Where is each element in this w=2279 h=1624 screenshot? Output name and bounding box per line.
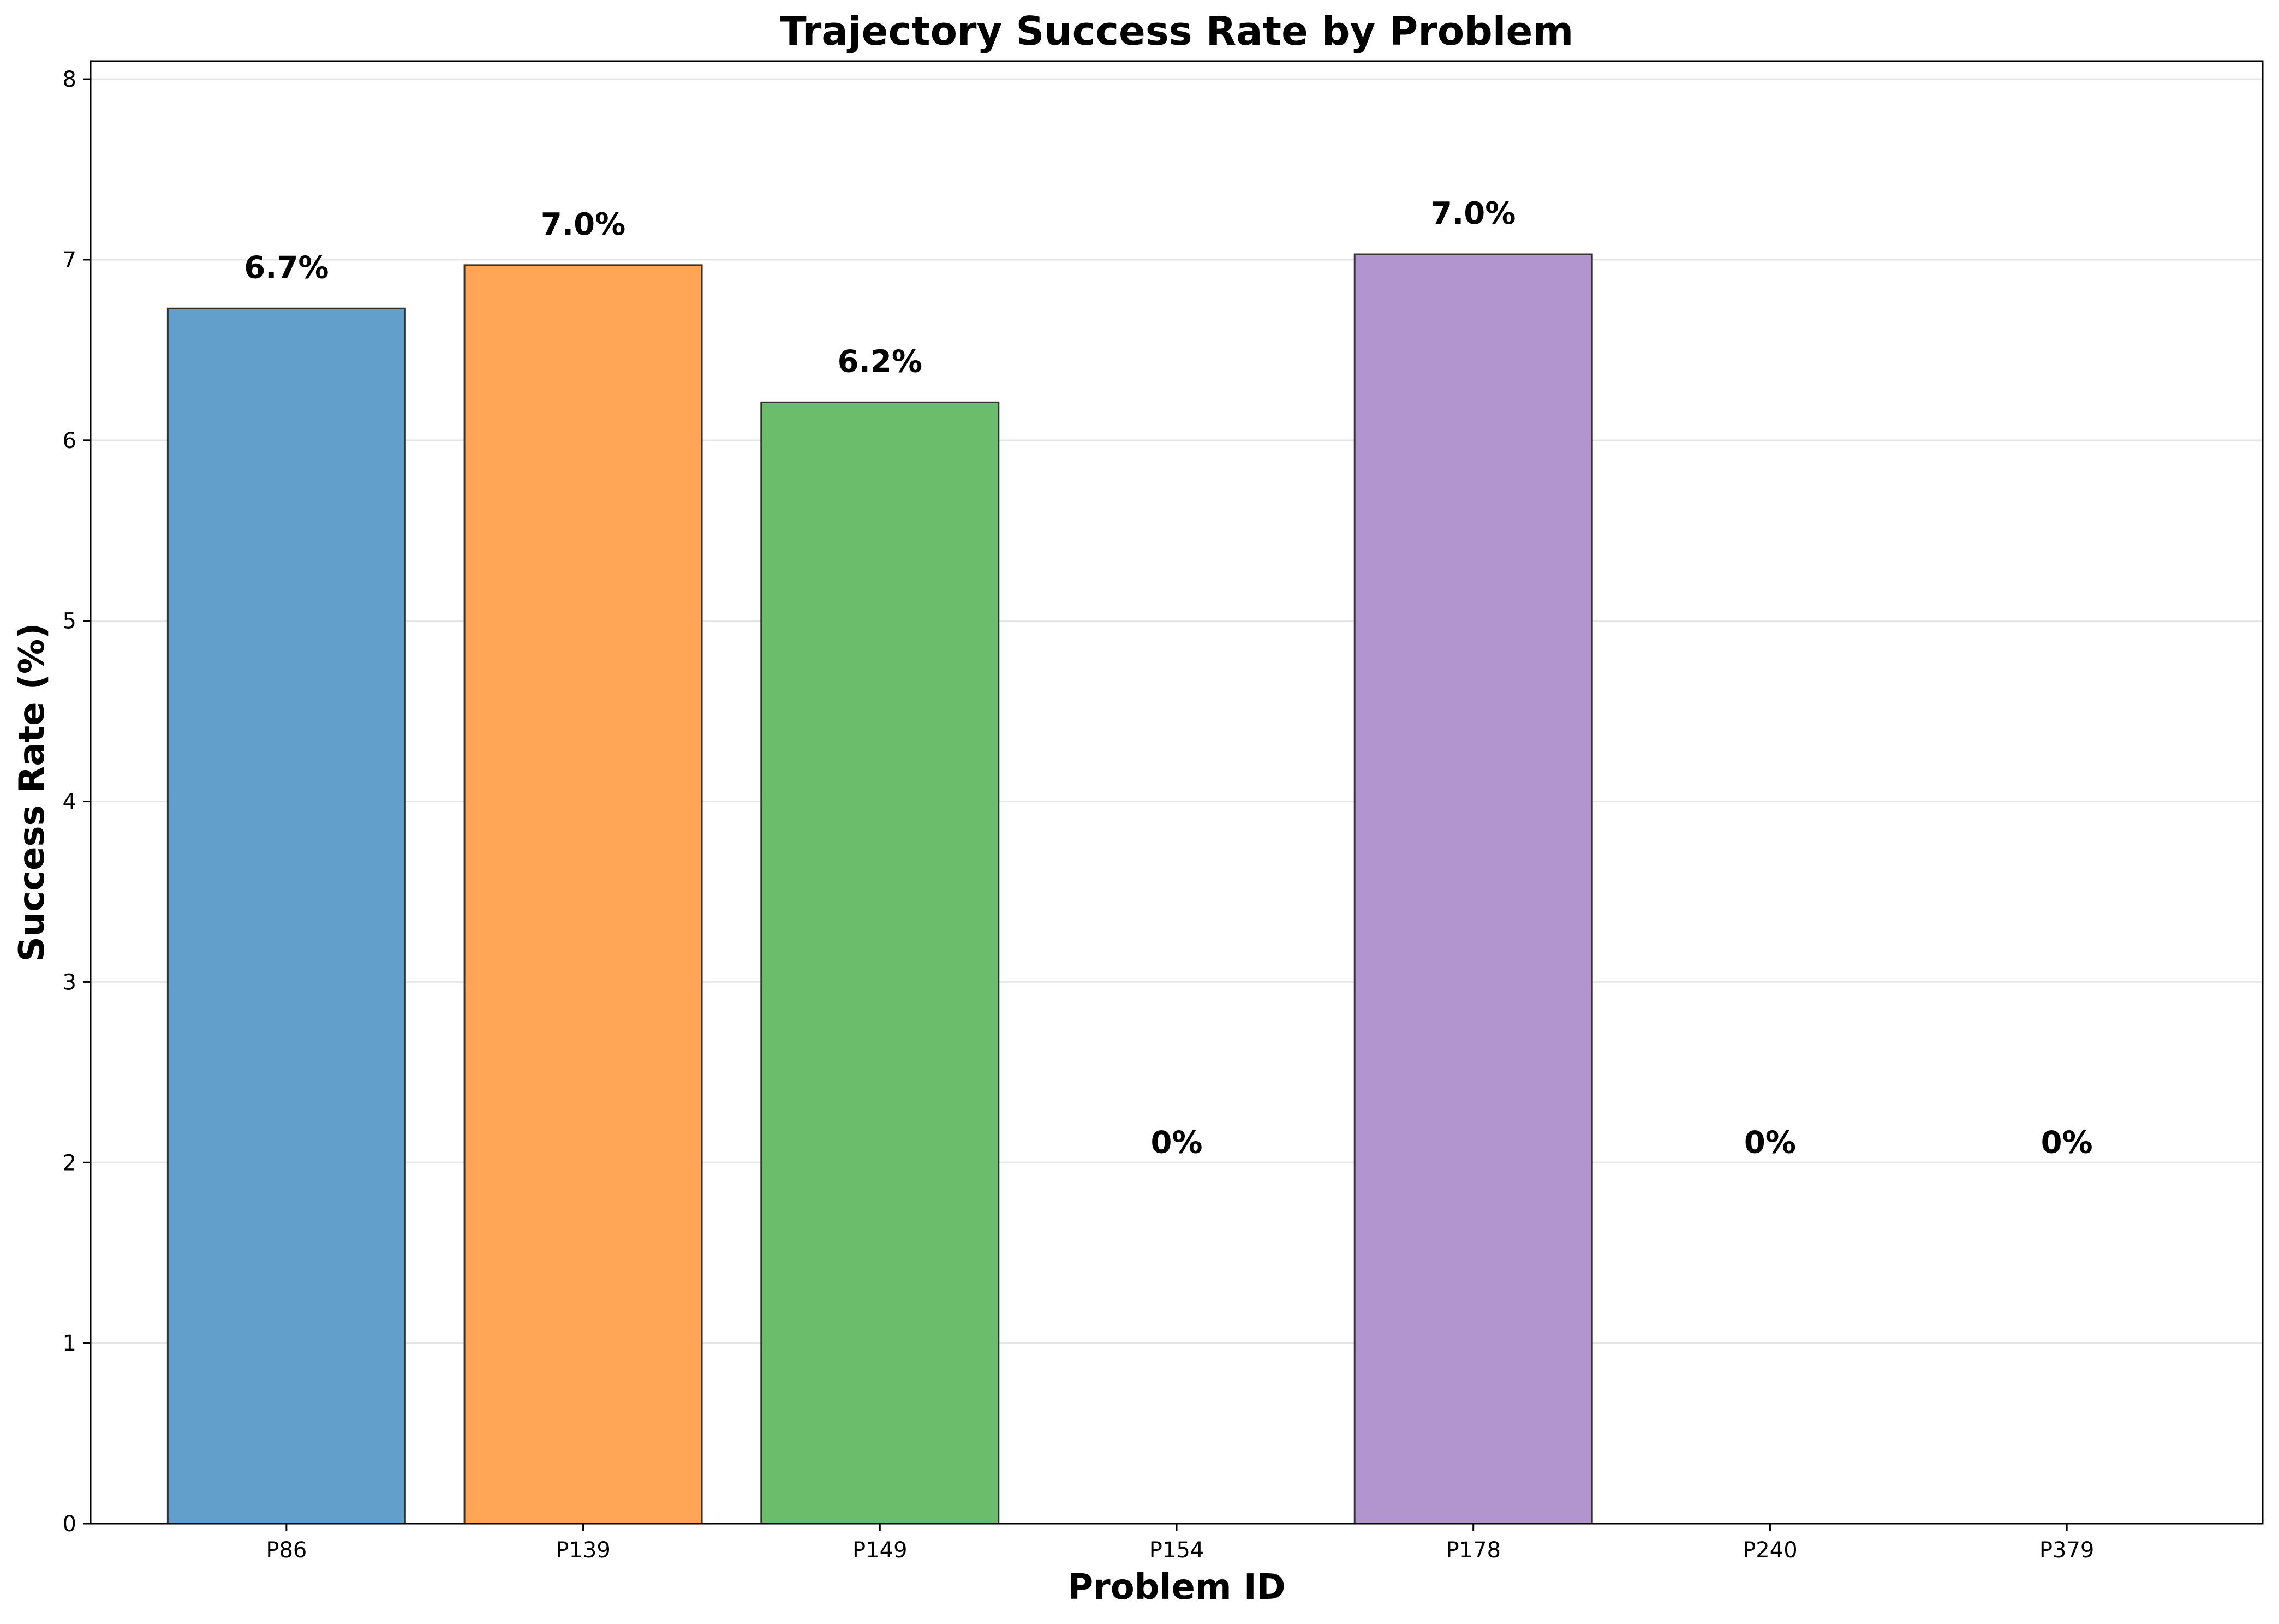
y-tick-label: 4: [63, 790, 76, 815]
bars: [166, 253, 1593, 1525]
y-tick-label: 8: [63, 67, 76, 92]
data-label-p139: 7.0%: [541, 207, 625, 242]
data-label-p240: 0%: [1744, 1125, 1796, 1160]
y-tick-label: 6: [63, 428, 76, 453]
y-tick-label: 3: [63, 970, 76, 995]
data-label-p178: 7.0%: [1431, 196, 1516, 231]
x-axis-ticks: P86 P139 P149 P154 P178 P240 P379: [266, 1524, 2094, 1563]
x-tick-label: P86: [266, 1538, 307, 1563]
bar-p139: [463, 264, 703, 1525]
bar-p178: [1353, 253, 1593, 1525]
x-tick-label: P154: [1149, 1538, 1204, 1563]
bar-p86: [166, 307, 406, 1525]
y-tick-label: 1: [63, 1331, 76, 1356]
y-tick-label: 2: [63, 1150, 76, 1175]
bar-p149: [760, 401, 1000, 1525]
x-axis-label: Problem ID: [1067, 1567, 1286, 1608]
y-axis-label: Success Rate (%): [12, 623, 52, 962]
x-tick-label: P240: [1743, 1538, 1797, 1563]
gridlines: [91, 78, 2263, 1344]
y-tick-label: 7: [63, 248, 76, 273]
y-tick-label: 5: [63, 609, 76, 634]
y-tick-label: 0: [63, 1512, 76, 1537]
x-tick-label: P149: [852, 1538, 907, 1563]
x-tick-label: P178: [1446, 1538, 1500, 1563]
data-label-p379: 0%: [2041, 1125, 2093, 1160]
x-tick-label: P139: [556, 1538, 610, 1563]
data-label-p154: 0%: [1150, 1125, 1202, 1160]
data-label-p149: 6.2%: [838, 344, 922, 379]
x-tick-label: P379: [2039, 1538, 2094, 1563]
data-labels: 6.7% 7.0% 6.2% 0% 7.0% 0% 0%: [244, 196, 2092, 1160]
chart-title: Trajectory Success Rate by Problem: [780, 8, 1574, 54]
y-axis-ticks: 0 1 2 3 4 5 6 7 8: [63, 67, 91, 1537]
data-label-p86: 6.7%: [244, 250, 329, 285]
